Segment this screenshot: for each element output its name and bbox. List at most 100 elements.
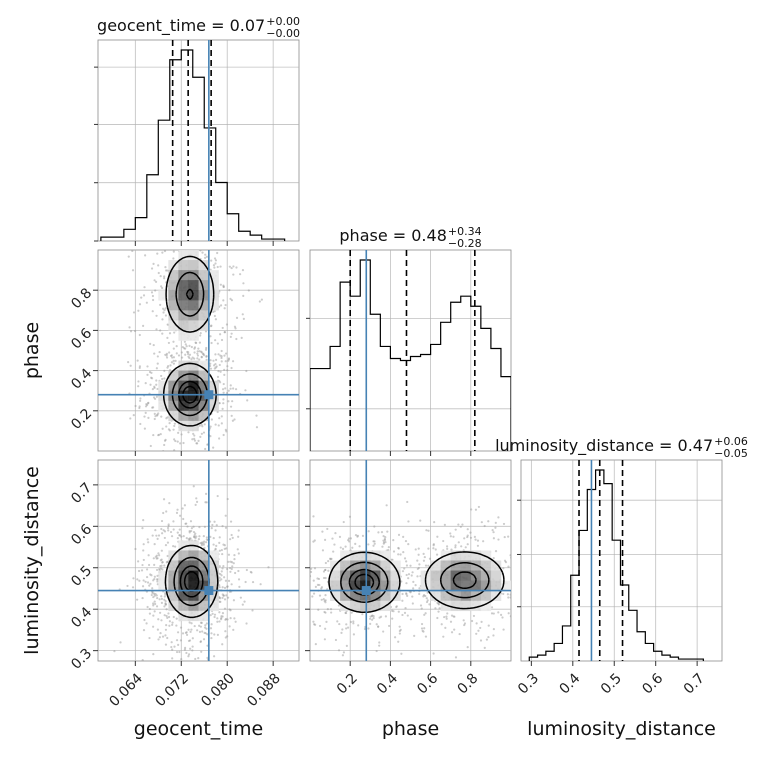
density-cell bbox=[440, 570, 451, 581]
sample-point bbox=[466, 528, 469, 531]
density-cell bbox=[178, 570, 189, 581]
sample-point bbox=[209, 367, 213, 370]
sample-point bbox=[395, 605, 398, 608]
sample-point bbox=[235, 266, 238, 269]
sample-point bbox=[404, 607, 407, 610]
sample-point bbox=[445, 545, 449, 548]
density-cell bbox=[350, 600, 361, 612]
sample-point bbox=[224, 352, 228, 355]
sample-point bbox=[239, 273, 242, 276]
sample-point bbox=[172, 520, 175, 523]
sample-point bbox=[154, 289, 157, 292]
sample-point bbox=[163, 668, 165, 670]
sample-point bbox=[449, 535, 452, 538]
sample-point bbox=[176, 631, 180, 634]
histogram-phase bbox=[310, 259, 511, 451]
sample-point bbox=[218, 549, 222, 552]
sample-point bbox=[148, 636, 151, 640]
sample-point bbox=[306, 595, 308, 597]
sample-point bbox=[183, 648, 187, 651]
sample-point bbox=[138, 366, 141, 370]
sample-point bbox=[233, 325, 237, 328]
sample-point bbox=[138, 405, 141, 408]
sample-point bbox=[172, 615, 175, 619]
sample-point bbox=[221, 326, 224, 330]
sample-point bbox=[178, 528, 181, 531]
sample-point bbox=[152, 557, 155, 560]
sample-point bbox=[316, 583, 320, 586]
sample-point bbox=[502, 592, 505, 596]
sample-point bbox=[176, 537, 179, 540]
sample-point bbox=[218, 565, 221, 568]
y-tick-label: 0.5 bbox=[68, 563, 95, 590]
sample-point bbox=[202, 543, 205, 546]
sample-point bbox=[420, 607, 423, 610]
sample-point bbox=[195, 535, 198, 538]
density-cell bbox=[178, 250, 189, 261]
sample-point bbox=[191, 637, 194, 640]
sample-point bbox=[227, 400, 230, 403]
density-cell bbox=[380, 580, 391, 591]
sample-point bbox=[231, 419, 234, 422]
sample-point bbox=[223, 373, 226, 376]
sample-point bbox=[163, 614, 166, 617]
density-cell bbox=[188, 360, 199, 371]
density-cell bbox=[188, 260, 199, 271]
sample-point bbox=[399, 628, 402, 631]
sample-point bbox=[218, 363, 221, 367]
sample-point bbox=[219, 283, 222, 286]
sample-point bbox=[142, 543, 145, 546]
sample-point bbox=[150, 267, 154, 270]
sample-point bbox=[226, 585, 229, 588]
sample-point bbox=[156, 596, 159, 600]
sample-point bbox=[192, 530, 196, 534]
sample-point bbox=[426, 599, 429, 602]
sample-point bbox=[224, 636, 227, 639]
sample-point bbox=[146, 575, 149, 579]
sample-point bbox=[312, 592, 316, 595]
sample-point bbox=[222, 285, 225, 288]
sample-point bbox=[220, 618, 223, 621]
sample-point bbox=[201, 425, 204, 428]
sample-point bbox=[224, 617, 228, 621]
sample-point bbox=[161, 635, 165, 638]
sample-point bbox=[213, 310, 216, 313]
sample-point bbox=[445, 617, 448, 620]
sample-point bbox=[155, 568, 159, 572]
sample-point bbox=[476, 539, 480, 542]
sample-point bbox=[152, 602, 155, 605]
sample-point bbox=[140, 296, 143, 299]
sample-point bbox=[406, 614, 409, 617]
sample-point bbox=[327, 569, 330, 572]
sample-point bbox=[450, 548, 453, 551]
sample-point bbox=[145, 402, 148, 406]
sample-point bbox=[222, 668, 224, 670]
sample-point bbox=[160, 595, 163, 598]
sample-point bbox=[153, 386, 156, 389]
sample-point bbox=[492, 612, 495, 615]
sample-point bbox=[226, 391, 229, 395]
density-cell bbox=[480, 600, 492, 612]
sample-point bbox=[210, 527, 213, 530]
sample-point bbox=[161, 561, 164, 564]
sample-point bbox=[196, 357, 199, 360]
sample-point bbox=[214, 358, 218, 361]
density-cell bbox=[198, 570, 209, 581]
sample-point bbox=[454, 656, 458, 659]
sample-point bbox=[185, 633, 189, 636]
sample-point bbox=[188, 241, 190, 243]
sample-point bbox=[490, 612, 494, 615]
density-cell bbox=[360, 550, 371, 561]
sample-point bbox=[204, 541, 208, 544]
sample-point bbox=[211, 612, 214, 615]
sample-point bbox=[412, 587, 415, 590]
sample-point bbox=[324, 601, 327, 604]
sample-point bbox=[397, 533, 401, 536]
sample-point bbox=[223, 354, 226, 357]
sample-point bbox=[313, 623, 316, 626]
sample-point bbox=[160, 601, 163, 604]
sample-point bbox=[255, 426, 259, 429]
sample-point bbox=[185, 651, 188, 655]
sample-point bbox=[138, 579, 141, 582]
sample-point bbox=[186, 350, 189, 354]
